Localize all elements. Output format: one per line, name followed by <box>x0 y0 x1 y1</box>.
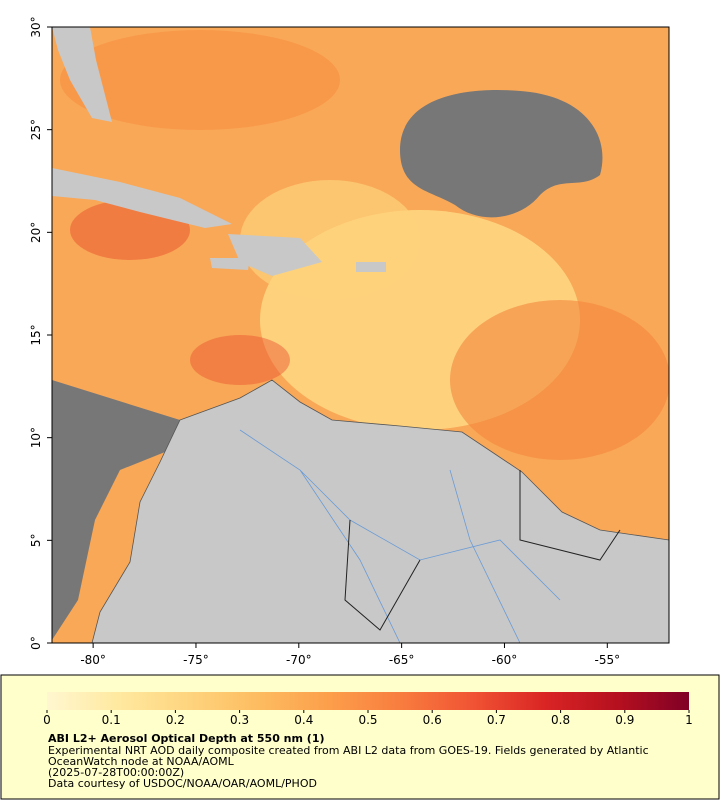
x-tick-label: -65° <box>389 653 415 667</box>
y-tick-label: 5° <box>29 534 43 548</box>
map-field <box>52 27 669 643</box>
caption-title: ABI L2+ Aerosol Optical Depth at 550 nm … <box>48 732 325 745</box>
y-tick-label: 0° <box>29 636 43 650</box>
caption-line: (2025-07-28T00:00:00Z) <box>48 766 184 779</box>
colorbar <box>47 692 689 710</box>
x-tick-label: -55° <box>594 653 620 667</box>
colorbar-tick-label: 0.5 <box>358 713 377 727</box>
colorbar-tick-label: 0.6 <box>423 713 442 727</box>
y-tick-label: 30° <box>29 16 43 37</box>
colorbar-tick-label: 0.4 <box>294 713 313 727</box>
colorbar-tick-label: 0.3 <box>230 713 249 727</box>
caption-line: OceanWatch node at NOAA/AOML <box>48 755 235 768</box>
x-tick-label: -60° <box>492 653 518 667</box>
colorbar-tick-label: 0.7 <box>487 713 506 727</box>
caption-line: Data courtesy of USDOC/NOAA/OAR/AOML/PHO… <box>48 777 317 790</box>
y-tick-label: 20° <box>29 222 43 243</box>
y-tick-label: 10° <box>29 427 43 448</box>
x-tick-label: -80° <box>80 653 106 667</box>
colorbar-tick-label: 0.9 <box>615 713 634 727</box>
caption-line: Experimental NRT AOD daily composite cre… <box>48 744 649 757</box>
colorbar-tick-label: 0.8 <box>551 713 570 727</box>
colorbar-tick-label: 1 <box>685 713 693 727</box>
colorbar-tick-label: 0 <box>43 713 51 727</box>
y-tick-label: 15° <box>29 324 43 345</box>
y-tick-label: 25° <box>29 119 43 140</box>
colorbar-tick-label: 0.1 <box>102 713 121 727</box>
x-tick-label: -70° <box>286 653 312 667</box>
colorbar-tick-label: 0.2 <box>166 713 185 727</box>
x-tick-label: -75° <box>183 653 209 667</box>
